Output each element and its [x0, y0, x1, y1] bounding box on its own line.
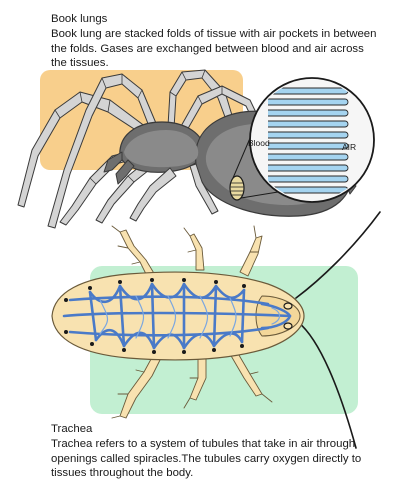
- trachea-description: Trachea refers to a system of tubules th…: [51, 438, 362, 480]
- roach-legs: [111, 225, 273, 419]
- cockroach: [51, 211, 381, 449]
- antenna-upper: [295, 211, 381, 299]
- spiracles: [64, 278, 246, 354]
- label-blood: Blood: [248, 138, 270, 148]
- antenna-lower: [297, 321, 357, 449]
- trachea-title: Trachea: [51, 423, 93, 435]
- tracheal-tubes: [62, 282, 292, 350]
- book-lung-location: [229, 175, 245, 201]
- book-lungs-description: Book lung are stacked folds of tissue wi…: [51, 28, 377, 70]
- book-lung-magnified: Blood AIR: [232, 77, 375, 203]
- spider-front-legs: [129, 163, 219, 222]
- book-lungs-title: Book lungs: [51, 13, 108, 25]
- label-air: AIR: [342, 142, 356, 152]
